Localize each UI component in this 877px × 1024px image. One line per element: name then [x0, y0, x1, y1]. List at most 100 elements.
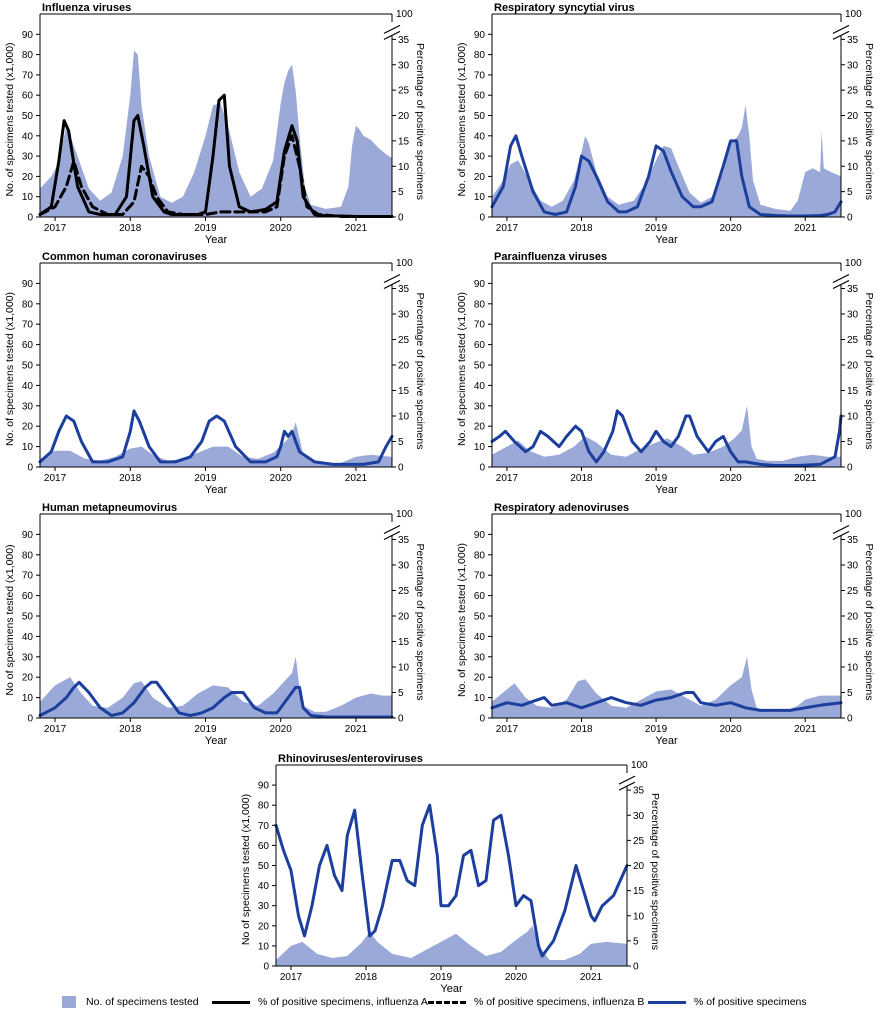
x-tick-label: 2018: [119, 724, 142, 735]
left-tick-label: 10: [22, 192, 34, 203]
right-tick-label: 30: [398, 60, 410, 71]
left-tick-label: 10: [22, 693, 34, 704]
left-tick-label: 80: [474, 299, 486, 310]
left-tick-label: 80: [258, 801, 270, 812]
y-axis-label-left: No. of specimens tested (x1,000): [4, 42, 16, 196]
legend-item-flu-b: % of positive specimens, influenza B: [428, 996, 644, 1008]
x-tick-label: 2018: [570, 223, 593, 234]
x-tick-label: 2018: [570, 473, 593, 484]
chart-panel-5: Human metapneumovirus1000102030405060708…: [4, 502, 426, 747]
x-axis-label: Year: [205, 484, 228, 496]
left-tick-label: 40: [474, 131, 486, 142]
left-tick-label: 30: [474, 152, 486, 163]
series-line-positive: [490, 409, 843, 467]
right-tick-label: 10: [398, 412, 410, 423]
left-tick-label: 50: [474, 111, 486, 122]
y-axis-label-right: Percentage of positive specimens: [414, 543, 426, 700]
left-tick-label: 80: [474, 550, 486, 561]
x-tick-label: 2017: [280, 972, 303, 983]
left-tick-label: 60: [22, 340, 34, 351]
x-axis-label: Year: [440, 983, 463, 992]
left-tick-label: 40: [22, 381, 34, 392]
right-tick-label: 30: [847, 561, 859, 572]
left-tick-label: 0: [27, 714, 33, 725]
right-tick-label-break: 100: [845, 9, 862, 20]
right-tick-label: 10: [847, 162, 859, 173]
axis-break-mark: [832, 524, 850, 535]
x-tick-label: 2021: [580, 972, 603, 983]
left-tick-label: 50: [22, 612, 34, 623]
left-tick-label: 70: [474, 70, 486, 81]
right-tick-label: 0: [847, 463, 853, 474]
chart-panel-7: Rhinoviruses/enteroviruses10001020304050…: [240, 753, 661, 992]
right-tick-label: 15: [847, 136, 859, 147]
left-tick-label: 60: [22, 91, 34, 102]
x-axis-label: Year: [655, 735, 678, 747]
right-tick-label-break: 100: [396, 258, 413, 269]
axis-break-mark: [832, 273, 850, 284]
series-line-positive: [490, 691, 843, 712]
left-tick-label: 0: [27, 213, 33, 224]
right-tick-label: 0: [398, 213, 404, 224]
x-tick-label: 2019: [645, 223, 668, 234]
x-tick-label: 2020: [720, 473, 743, 484]
legend-item-specimens: No. of specimens tested: [62, 996, 199, 1008]
right-tick-label: 35: [633, 786, 645, 797]
left-tick-label: 20: [258, 921, 270, 932]
y-axis-label-right: Percentage of positive specimens: [649, 793, 661, 950]
axis-break-mark: [618, 775, 636, 785]
left-tick-label: 60: [474, 91, 486, 102]
right-tick-label: 15: [847, 386, 859, 397]
left-tick-label: 0: [479, 714, 485, 725]
left-tick-label: 10: [22, 442, 34, 453]
left-tick-label: 40: [258, 881, 270, 892]
right-tick-label: 15: [398, 637, 410, 648]
right-tick-label: 15: [633, 886, 645, 897]
right-tick-label: 20: [847, 612, 859, 623]
left-tick-label: 70: [22, 320, 34, 331]
y-axis-label-left: No. of specimens tested (x1,000): [4, 292, 16, 446]
right-tick-label: 10: [398, 663, 410, 674]
x-tick-label: 2018: [570, 724, 593, 735]
left-tick-label: 30: [474, 652, 486, 663]
x-tick-label: 2017: [496, 724, 519, 735]
left-tick-label: 60: [474, 340, 486, 351]
x-tick-label: 2017: [496, 223, 519, 234]
left-tick-label: 0: [27, 463, 33, 474]
right-tick-label-break: 100: [631, 760, 648, 771]
x-tick-label: 2019: [645, 724, 668, 735]
x-tick-label: 2020: [270, 473, 293, 484]
series-line-positive: [490, 134, 843, 218]
right-tick-label-break: 100: [396, 9, 413, 20]
left-tick-label: 60: [258, 841, 270, 852]
y-axis-label-right: Percentage of positive specimens: [863, 543, 875, 700]
axis-break-mark: [832, 279, 850, 290]
left-tick-label: 0: [479, 213, 485, 224]
left-tick-label: 90: [22, 279, 34, 290]
series-line-positive: [38, 409, 394, 466]
y-axis-label-right: Percentage of positive specimens: [863, 292, 875, 449]
axis-break-mark: [383, 279, 401, 290]
y-axis-label-right: Percentage of positive specimens: [414, 292, 426, 449]
left-tick-label: 40: [474, 381, 486, 392]
right-tick-label-break: 100: [396, 509, 413, 520]
chart-title: Influenza viruses: [42, 2, 131, 14]
x-tick-label: 2019: [430, 972, 453, 983]
legend-swatch-area: [62, 996, 76, 1008]
x-tick-label: 2021: [794, 724, 817, 735]
left-tick-label: 30: [22, 401, 34, 412]
x-axis-label: Year: [205, 234, 228, 246]
left-tick-label: 10: [474, 442, 486, 453]
chart-panel-2: Respiratory syncytial virus1000102030405…: [456, 2, 875, 246]
left-tick-label: 80: [22, 299, 34, 310]
left-tick-label: 20: [474, 172, 486, 183]
right-tick-label: 35: [847, 284, 859, 295]
left-tick-label: 80: [474, 50, 486, 61]
x-tick-label: 2020: [270, 724, 293, 735]
right-tick-label: 5: [398, 187, 404, 198]
left-tick-label: 80: [22, 550, 34, 561]
right-tick-label: 0: [398, 463, 404, 474]
right-tick-label: 30: [398, 310, 410, 321]
left-tick-label: 90: [258, 781, 270, 792]
right-tick-label: 5: [398, 688, 404, 699]
